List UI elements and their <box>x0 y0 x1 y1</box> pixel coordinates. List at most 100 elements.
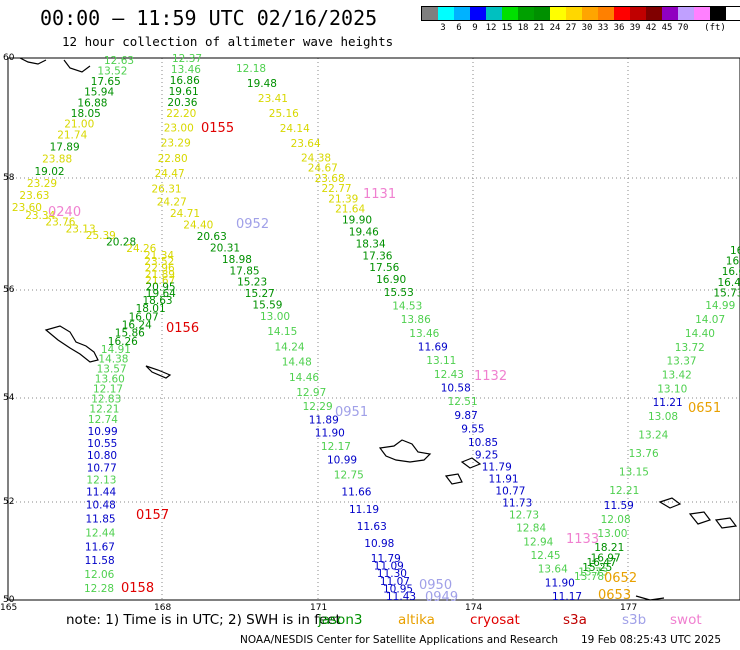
track1-value: 10.77 <box>87 462 117 474</box>
track4-value: 16.47 <box>587 557 617 569</box>
track4-value: 14.07 <box>695 314 725 326</box>
legend-swatch <box>646 7 662 20</box>
legend-swatch <box>614 7 630 20</box>
track4-value: 12.08 <box>601 514 631 526</box>
map-title: 00:00 – 11:59 UTC 02/16/2025 <box>40 6 378 30</box>
track2-value: 11.43 <box>386 591 416 603</box>
island-east-b <box>688 511 711 525</box>
track4-value: 13.37 <box>667 356 697 368</box>
time-label: 0950 <box>419 578 452 593</box>
legend-swatch <box>518 7 534 20</box>
track3-value: 19.48 <box>247 78 277 90</box>
track4-value: 13.08 <box>648 411 678 423</box>
track2-value: 15.27 <box>245 288 275 300</box>
island-east-c <box>714 517 738 529</box>
track2-value: 26.31 <box>152 183 182 195</box>
track4-value: 11.21 <box>653 397 683 409</box>
track4-value: 13.00 <box>597 528 627 540</box>
track1-value: 12.13 <box>86 474 116 486</box>
track1-value: 23.76 <box>45 217 75 229</box>
track1-value: 16.07 <box>129 311 159 323</box>
color-legend: 3 6 9 12 15 18 21 24 27 30 33 36 39 42 45 70 (ft) <box>421 6 740 35</box>
legend-swatch <box>662 7 678 20</box>
track1-value: 10.55 <box>87 438 117 450</box>
track3-value: 12.18 <box>236 63 266 75</box>
track4-value: 13.76 <box>629 448 659 460</box>
track4-value: 15.25 <box>582 562 612 574</box>
track3-value: 16.90 <box>376 274 406 286</box>
track3-value: 12.45 <box>531 550 561 562</box>
island-pribilof-b <box>460 457 482 469</box>
lon-label: 168 <box>154 603 171 613</box>
track1-value: 18.05 <box>71 108 101 120</box>
track1-value: 16.26 <box>108 336 138 348</box>
track1-value: 21.00 <box>64 118 94 130</box>
track3-value: 25.16 <box>269 108 299 120</box>
track2-value: 13.00 <box>260 311 290 323</box>
track1-value: 19.02 <box>35 166 65 178</box>
legend-swatch <box>678 7 694 20</box>
track3-value: 10.85 <box>468 437 498 449</box>
track2-value: 23.00 <box>164 122 194 134</box>
track1-value: 16.24 <box>122 320 152 332</box>
track2-value: 10.95 <box>383 583 413 595</box>
track4-value: 18.21 <box>594 542 624 554</box>
track3-value: 17.56 <box>369 262 399 274</box>
coastline-northwest <box>19 57 47 65</box>
track1-value: 11.67 <box>85 541 115 553</box>
track3-value: 13.11 <box>426 355 456 367</box>
track1-value: 11.85 <box>86 514 116 526</box>
track2-value: 15.23 <box>237 277 267 289</box>
time-label: 0651 <box>688 401 721 416</box>
legend-swatch <box>710 7 726 20</box>
track4-value: 13.73 <box>578 566 608 578</box>
track4-value: 13.72 <box>675 342 705 354</box>
track1-value: 21.34 <box>144 250 174 262</box>
coastline-north <box>63 59 91 73</box>
track1-value: 22.96 <box>145 263 175 275</box>
track3-value: 10.77 <box>495 485 525 497</box>
legend-label: 42 <box>645 23 657 33</box>
island-saint-matthew <box>44 325 99 363</box>
track2-value: 24.27 <box>157 197 187 209</box>
lat-label: 52 <box>3 497 14 507</box>
lat-label: 50 <box>3 595 15 605</box>
track3-value: 23.68 <box>315 173 345 185</box>
track3-value: 24.14 <box>280 123 310 135</box>
track3-value: 14.53 <box>392 301 422 313</box>
track1-value: 12.63 <box>104 55 134 67</box>
track1-value: 16.88 <box>77 97 107 109</box>
track4-value: 14.99 <box>705 300 735 312</box>
lon-label: 174 <box>465 603 482 613</box>
legend-swatch <box>454 7 470 20</box>
legend-label: 12 <box>485 23 497 33</box>
track2-value: 22.20 <box>166 108 196 120</box>
track2-value: 23.29 <box>161 138 191 150</box>
track3-value: 9.55 <box>461 423 484 435</box>
legend-swatch <box>598 7 614 20</box>
track1-value: 18.63 <box>143 295 173 307</box>
legend-swatch <box>422 7 438 20</box>
legend-label: 33 <box>597 23 609 33</box>
time-label: 0155 <box>201 121 234 136</box>
legend-swatch <box>694 7 710 20</box>
track1-value: 11.44 <box>86 487 116 499</box>
track1-value: 12.83 <box>91 394 121 406</box>
legend-labels: 3 6 9 12 15 18 21 24 27 30 33 36 39 42 45 70 (ft) <box>421 21 740 35</box>
lon-label: 177 <box>620 603 637 613</box>
track4-value: 13.78 <box>574 571 604 583</box>
track2-value: 12.29 <box>303 401 333 413</box>
track2-value: 15.59 <box>252 300 282 312</box>
track2-value: 11.89 <box>309 414 339 426</box>
track4-value: 13.15 <box>619 466 649 478</box>
track1-value: 19.64 <box>146 288 176 300</box>
track1-value: 13.60 <box>95 374 125 386</box>
legend-label: 45 <box>661 23 673 33</box>
track3-value: 19.90 <box>342 214 372 226</box>
track3-value: 12.73 <box>509 509 539 521</box>
track2-value: 12.17 <box>321 441 351 453</box>
track2-value: 11.66 <box>341 487 371 499</box>
track1-value: 10.80 <box>87 450 117 462</box>
track3-value: 13.64 <box>538 564 568 576</box>
